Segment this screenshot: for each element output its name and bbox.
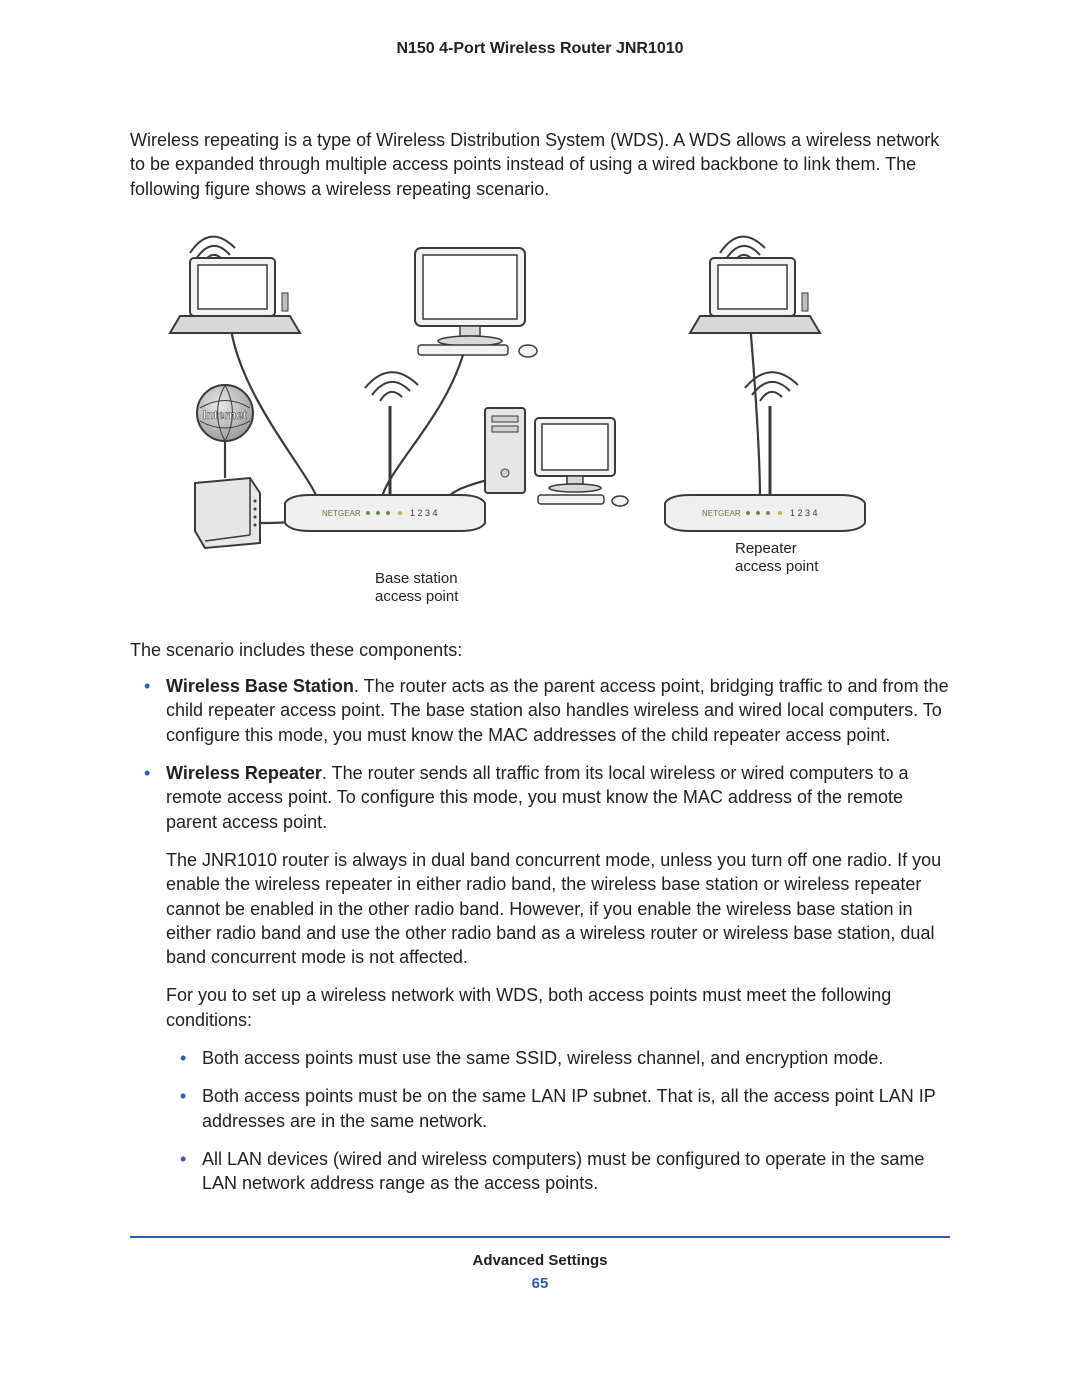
- repeater-paragraph-2: For you to set up a wireless network wit…: [166, 983, 950, 1032]
- bullet-base-station: Wireless Base Station. The router acts a…: [130, 674, 950, 747]
- base-label-line1: Base station: [375, 570, 458, 587]
- bullet-repeater: Wireless Repeater. The router sends all …: [130, 761, 950, 1195]
- desktop-monitor-icon: [415, 248, 537, 357]
- svg-text:NETGEAR: NETGEAR: [702, 509, 741, 518]
- pc-tower-icon: [485, 408, 628, 506]
- condition-same-ssid: Both access points must use the same SSI…: [166, 1046, 950, 1070]
- footer-divider: [130, 1236, 950, 1238]
- footer-page-number: 65: [130, 1275, 950, 1292]
- laptop-icon: [170, 258, 300, 333]
- page-footer: Advanced Settings 65: [130, 1252, 950, 1292]
- svg-text:1 2 3 4: 1 2 3 4: [790, 508, 818, 518]
- condition-lan-range: All LAN devices (wired and wireless comp…: [166, 1147, 950, 1196]
- page: N150 4-Port Wireless Router JNR1010 Wire…: [0, 0, 1080, 1397]
- bullet-repeater-title: Wireless Repeater: [166, 763, 322, 783]
- repeater-router-icon: NETGEAR 1 2 3 4: [665, 406, 865, 531]
- modem-icon: [195, 478, 260, 548]
- internet-globe-icon: Internet: [197, 385, 253, 441]
- components-lead-in: The scenario includes these components:: [130, 638, 950, 662]
- repeater-label-line2: access point: [735, 558, 819, 575]
- svg-text:1 2 3 4: 1 2 3 4: [410, 508, 438, 518]
- page-header-title: N150 4-Port Wireless Router JNR1010: [130, 40, 950, 58]
- wds-diagram: Internet NETGEAR 1 2 3 4 NETGEAR: [150, 223, 870, 613]
- components-list: Wireless Base Station. The router acts a…: [130, 674, 950, 1195]
- condition-same-subnet: Both access points must be on the same L…: [166, 1084, 950, 1133]
- svg-text:NETGEAR: NETGEAR: [322, 509, 361, 518]
- base-label-line2: access point: [375, 588, 459, 605]
- footer-section-title: Advanced Settings: [130, 1252, 950, 1269]
- bullet-base-station-title: Wireless Base Station: [166, 676, 354, 696]
- repeater-paragraph-1: The JNR1010 router is always in dual ban…: [166, 848, 950, 969]
- internet-label: Internet: [203, 408, 247, 422]
- repeater-label-line1: Repeater: [735, 540, 797, 557]
- conditions-list: Both access points must use the same SSI…: [166, 1046, 950, 1195]
- intro-paragraph: Wireless repeating is a type of Wireless…: [130, 128, 950, 201]
- base-router-icon: NETGEAR 1 2 3 4: [285, 406, 485, 531]
